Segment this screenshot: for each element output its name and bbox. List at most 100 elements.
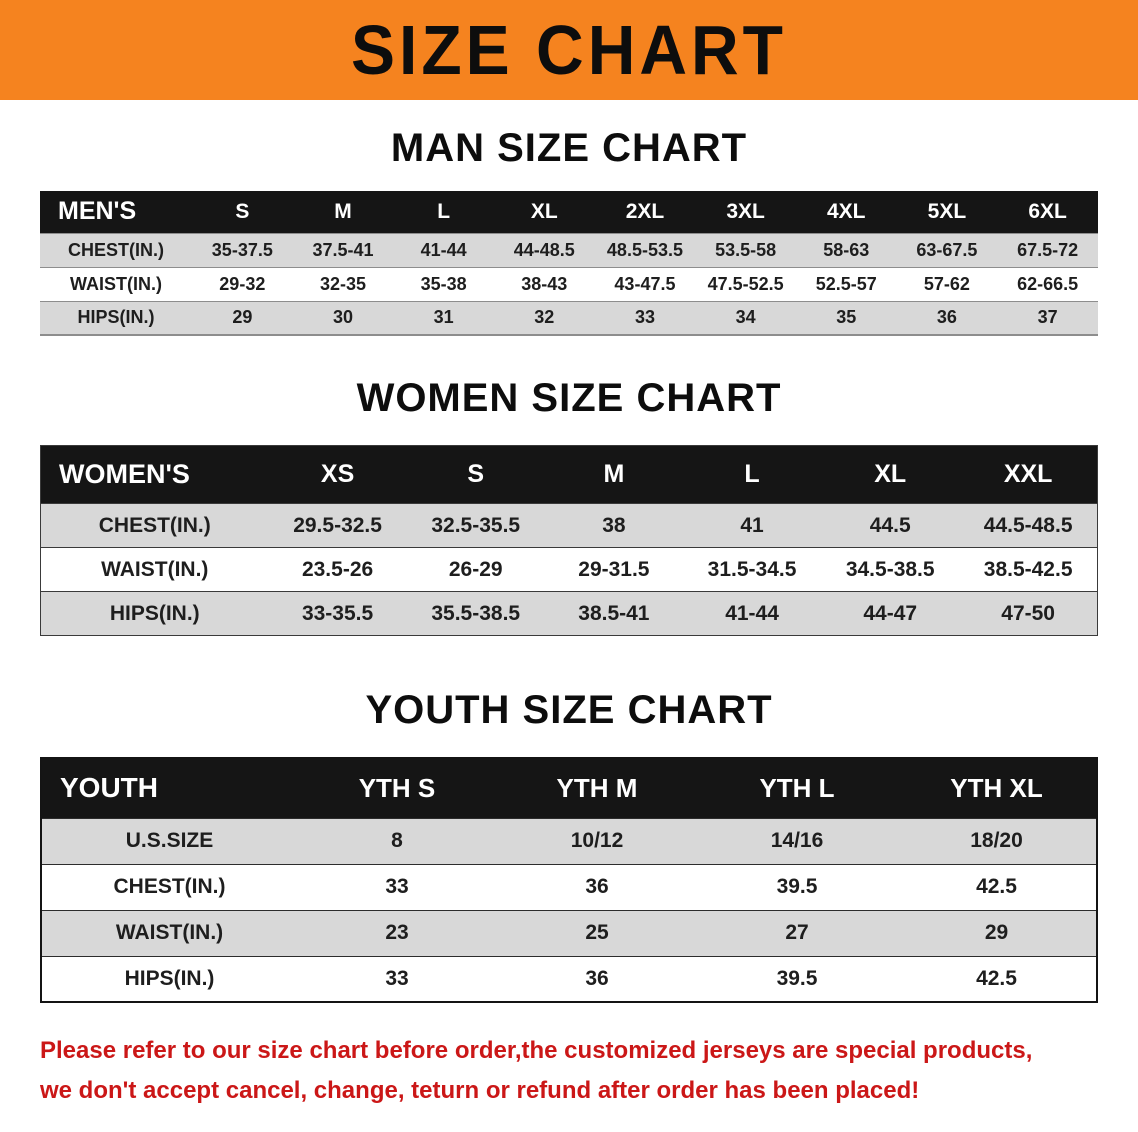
section-youth-size-chart: YOUTH SIZE CHART YOUTH YTH S YTH M YTH L YTH… [0, 688, 1138, 1003]
size-value-cell: 18/20 [970, 829, 1023, 852]
size-value-cell: 25 [585, 921, 609, 944]
men-size-table: MEN'S S M L XL 2XL 3XL 4XL 5XL 6XL CHEST(IN.) 35-37… [40, 191, 1098, 336]
size-value-cell: 44.5 [869, 513, 911, 537]
size-value-cell: 29.5-32.5 [293, 513, 382, 537]
size-value-cell: 63-67.5 [916, 239, 978, 260]
size-value-cell: 33 [385, 875, 409, 898]
column-header: 5XL [896, 191, 998, 233]
column-header: 2XL [594, 191, 696, 233]
size-value-cell: 67.5-72 [1017, 239, 1079, 260]
table-row: CHEST(IN.) 35-37.5 37.5-41 41-44 44-48.5 48.5… [40, 233, 1098, 267]
table-header-row: WOMEN'S XS S M L XL XXL [40, 445, 1098, 504]
table-row: HIPS(IN.) 29 30 31 32 33 34 35 36 37 [40, 301, 1098, 335]
column-header: XS [268, 445, 407, 504]
row-label: HIPS(IN.) [124, 966, 215, 990]
column-header: M [292, 191, 394, 233]
size-value-cell: 39.5 [776, 966, 818, 990]
table-corner-label: YOUTH [41, 758, 297, 818]
size-value-cell: 10/12 [570, 829, 624, 852]
size-value-cell: 47.5-52.5 [707, 273, 784, 294]
table-corner-label: MEN'S [40, 191, 192, 233]
column-header: S [192, 191, 293, 233]
size-value-cell: 29 [984, 921, 1009, 944]
column-header: YTH XL [897, 758, 1097, 818]
row-label: CHEST(IN.) [98, 513, 211, 537]
row-label: HIPS(IN.) [77, 307, 155, 328]
size-value-cell: 58-63 [823, 239, 870, 260]
size-value-cell: 33-35.5 [301, 601, 374, 625]
size-value-cell: 47-50 [1001, 601, 1055, 625]
size-value-cell: 43-47.5 [614, 273, 676, 294]
youth-size-table: YOUTH YTH S YTH M YTH L YTH XL U.S.SIZE 8 10/12… [40, 757, 1098, 1003]
size-value-cell: 34.5-38.5 [845, 557, 935, 581]
youth-size-chart-heading: YOUTH SIZE CHART [365, 688, 773, 732]
column-header: 6XL [997, 191, 1098, 233]
size-value-cell: 33 [634, 307, 655, 328]
row-label: WAIST(IN.) [101, 557, 209, 581]
size-value-cell: 41-44 [725, 601, 779, 625]
column-header: L [393, 191, 494, 233]
men-size-chart-heading: MAN SIZE CHART [390, 126, 748, 170]
row-label: WAIST(IN.) [70, 273, 162, 294]
size-value-cell: 39.5 [776, 875, 818, 898]
size-value-cell: 32.5-35.5 [431, 513, 521, 537]
size-value-cell: 41-44 [420, 239, 467, 260]
table-header-row: YOUTH YTH S YTH M YTH L YTH XL [41, 758, 1097, 818]
disclaimer-line: Please refer to our size chart before or… [40, 1037, 1033, 1064]
column-header: M [544, 445, 683, 504]
row-label: WAIST(IN.) [115, 921, 224, 944]
row-label: HIPS(IN.) [109, 601, 200, 625]
size-value-cell: 44.5-48.5 [983, 513, 1073, 537]
women-size-table: WOMEN'S XS S M L XL XXL CHEST(IN.) 29.5-32.5 32.5… [40, 445, 1098, 636]
disclaimer-line: we don't accept cancel, change, teturn o… [40, 1076, 920, 1104]
size-value-cell: 38 [602, 513, 626, 537]
table-row: WAIST(IN.) 23 25 27 29 [41, 910, 1097, 956]
size-value-cell: 42.5 [976, 966, 1017, 990]
size-value-cell: 8 [391, 829, 403, 852]
women-size-chart-heading: WOMEN SIZE CHART [356, 376, 782, 420]
table-row: CHEST(IN.) 29.5-32.5 32.5-35.5 38 41 44.5 44.5… [40, 503, 1098, 548]
table-row: U.S.SIZE 8 10/12 14/16 18/20 [41, 818, 1097, 864]
size-value-cell: 36 [585, 966, 609, 990]
row-label: CHEST(IN.) [68, 239, 164, 260]
size-value-cell: 38-43 [521, 273, 568, 294]
size-value-cell: 62-66.5 [1017, 273, 1079, 294]
size-value-cell: 44-47 [863, 601, 918, 625]
column-header: 4XL [795, 191, 897, 233]
size-value-cell: 33 [385, 966, 409, 990]
section-men-size-chart: MAN SIZE CHART MEN'S S M L XL 2XL 3XL 4XL 5XL 6XL… [0, 126, 1138, 336]
table-row: WAIST(IN.) 29-32 32-35 35-38 38-43 43-47.5 47.… [40, 267, 1098, 301]
title-banner: SIZE CHART [0, 0, 1138, 100]
size-value-cell: 32-35 [319, 273, 366, 294]
size-value-cell: 34 [735, 307, 756, 328]
size-value-cell: 29-31.5 [578, 557, 650, 581]
size-value-cell: 31.5-34.5 [707, 557, 797, 581]
size-value-cell: 23 [385, 921, 409, 944]
size-value-cell: 52.5-57 [815, 273, 877, 294]
size-value-cell: 37 [1037, 307, 1058, 328]
size-value-cell: 32 [534, 307, 555, 328]
size-value-cell: 38.5-42.5 [983, 557, 1073, 581]
page-title: SIZE CHART [351, 11, 787, 89]
column-header: L [682, 445, 822, 504]
size-value-cell: 30 [332, 307, 353, 328]
size-value-cell: 23.5-26 [301, 557, 374, 581]
size-value-cell: 36 [585, 875, 609, 898]
column-header: XXL [959, 445, 1098, 504]
size-value-cell: 29 [232, 307, 253, 328]
table-header-row: MEN'S S M L XL 2XL 3XL 4XL 5XL 6XL [40, 191, 1098, 233]
size-value-cell: 36 [936, 307, 957, 328]
size-value-cell: 53.5-58 [715, 239, 777, 260]
row-label: CHEST(IN.) [113, 875, 226, 898]
size-value-cell: 38.5-41 [578, 601, 650, 625]
column-header: YTH M [497, 758, 697, 818]
column-header: 3XL [695, 191, 796, 233]
size-value-cell: 44-48.5 [513, 239, 575, 260]
table-row: HIPS(IN.) 33-35.5 35.5-38.5 38.5-41 41-44 44-… [40, 591, 1098, 636]
size-value-cell: 26-29 [448, 557, 503, 581]
table-corner-label: WOMEN'S [40, 445, 269, 504]
size-value-cell: 42.5 [976, 875, 1017, 898]
size-value-cell: 57-62 [923, 273, 970, 294]
column-header: XL [493, 191, 595, 233]
size-value-cell: 27 [785, 921, 809, 944]
